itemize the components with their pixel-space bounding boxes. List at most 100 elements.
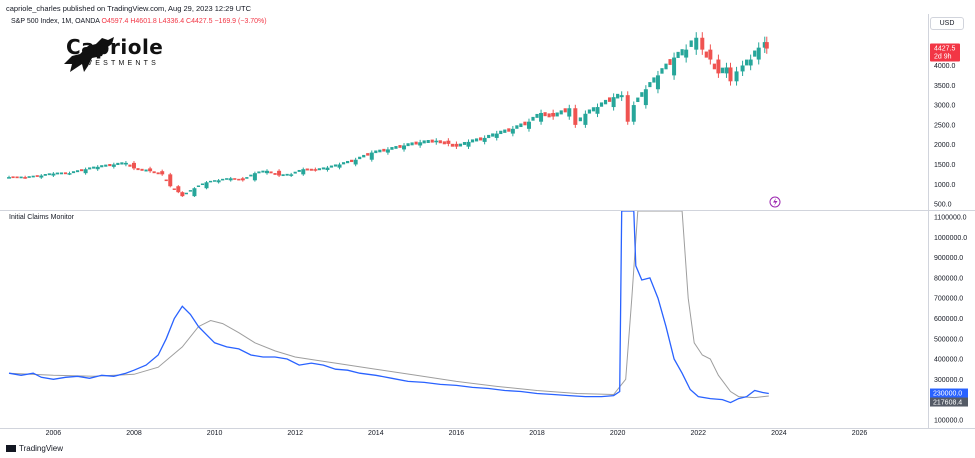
time-tick-label: 2020 [610, 430, 626, 437]
candle-body [676, 51, 680, 58]
candle-body [762, 42, 767, 48]
candle-body [394, 146, 398, 149]
candle-body [740, 65, 745, 72]
candle-body [23, 177, 28, 179]
candle-body [221, 178, 225, 181]
claims-tick-label: 500000.0 [934, 336, 963, 343]
candle-body [168, 174, 173, 187]
candle-body [15, 176, 19, 179]
candle-body [578, 117, 582, 122]
candle-body [140, 168, 144, 171]
time-tick-label: 2014 [368, 430, 384, 437]
time-tick-label: 2010 [207, 430, 223, 437]
candle-body [724, 67, 729, 74]
candle-body [543, 112, 547, 117]
candle-body [446, 140, 451, 144]
claims-average-line [8, 211, 769, 399]
candle-body [385, 149, 390, 153]
candle-body [694, 37, 699, 50]
currency-selector[interactable]: USD [930, 17, 964, 30]
candle-body [382, 148, 386, 152]
candle-body [120, 162, 124, 165]
candle-body [494, 133, 499, 138]
time-tick-label: 2012 [287, 430, 303, 437]
candle-body [337, 164, 342, 168]
candle-body [245, 177, 249, 179]
candle-body [116, 162, 120, 166]
candle-body [7, 177, 12, 179]
candle-body [329, 165, 334, 168]
claims-tick-label: 300000.0 [934, 377, 963, 384]
candle-body [269, 171, 273, 174]
candle-body [470, 139, 475, 143]
candle-body [75, 170, 80, 173]
price-tags: 4427.52d 9h 230000.0 217608.4 [769, 43, 968, 407]
claims-tick-label: 1100000.0 [934, 215, 967, 222]
candle-body [684, 49, 689, 58]
candle-body [567, 108, 572, 117]
close-value: C4427.5 [186, 18, 213, 25]
candle-body [43, 174, 47, 176]
candle-body [515, 125, 519, 129]
candle-body [728, 67, 733, 82]
price-tick-label: 2500.0 [934, 122, 956, 129]
candle-body [188, 190, 193, 192]
candle-body [603, 99, 608, 105]
tradingview-logo-icon [6, 445, 16, 452]
candle-body [111, 164, 116, 167]
horse-logo-icon [64, 37, 114, 72]
candle-body [555, 112, 559, 117]
price-tick-label: 4000.0 [934, 63, 956, 70]
publisher-line: capriole_charles published on TradingVie… [6, 4, 252, 13]
candle-body [277, 170, 282, 176]
open-value: O4597.4 [101, 18, 129, 25]
candle-body [410, 142, 414, 146]
candle-body [136, 168, 140, 171]
candle-body [200, 183, 205, 186]
candle-body [293, 171, 297, 174]
candle-body [611, 97, 616, 108]
candle-body [264, 170, 269, 174]
candle-body [631, 105, 636, 122]
candle-body [599, 102, 604, 107]
claims-tag-value: 230000.0 [933, 391, 962, 398]
candle-body [51, 173, 56, 176]
candle-body [301, 169, 306, 175]
candle-body [366, 153, 370, 156]
candle-body [652, 77, 656, 83]
candle-body [261, 170, 265, 173]
candle-body [309, 168, 313, 171]
time-tick-label: 2016 [449, 430, 465, 437]
claims-tick-label: 1000000.0 [934, 235, 967, 242]
candle-body [595, 107, 600, 114]
candle-body [100, 165, 104, 168]
candle-body [152, 171, 156, 174]
candle-body [27, 176, 31, 178]
candle-body [458, 143, 463, 147]
price-tick-label: 3000.0 [934, 103, 956, 110]
claims-tick-label: 700000.0 [934, 296, 963, 303]
indicator-title[interactable]: Initial Claims Monitor [9, 214, 74, 221]
candle-body [507, 128, 511, 132]
candle-body [92, 166, 96, 169]
logo-subtitle: INVESTMENTS [74, 60, 159, 67]
candle-body [160, 171, 165, 175]
claims-pane [8, 211, 769, 404]
candle-body [482, 137, 487, 142]
axes: 4000.0 3500.0 3000.0 2500.0 2000.0 1500.0 1000… [46, 63, 968, 437]
candle-body [547, 113, 551, 118]
candle-body [664, 63, 668, 70]
candle-body [196, 185, 201, 187]
candle-body [240, 178, 245, 181]
candle-body [225, 178, 229, 180]
candle-body [689, 40, 693, 47]
time-tick-label: 2024 [771, 430, 787, 437]
claims-tick-label: 600000.0 [934, 316, 963, 323]
symbol-label[interactable]: S&P 500 Index, 1M, OANDA [11, 18, 100, 25]
candle-body [184, 192, 188, 195]
price-tag [930, 43, 960, 62]
candle-body [156, 172, 160, 175]
candle-body [559, 110, 563, 115]
candle-body [414, 141, 418, 145]
